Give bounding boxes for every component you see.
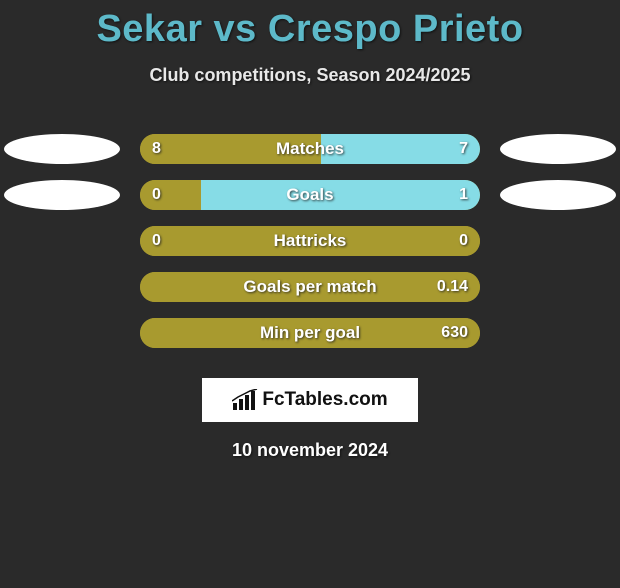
bar-track xyxy=(140,318,480,348)
bar-right-fill xyxy=(321,134,480,164)
player-oval-right xyxy=(500,180,616,210)
footer-logo: FcTables.com xyxy=(202,378,418,422)
bar-left-fill xyxy=(140,272,480,302)
player-oval-right xyxy=(500,134,616,164)
stat-row: Hattricks00 xyxy=(0,218,620,264)
stat-row: Goals per match0.14 xyxy=(0,264,620,310)
bar-track xyxy=(140,180,480,210)
bar-track xyxy=(140,134,480,164)
bar-track xyxy=(140,226,480,256)
stat-row: Goals01 xyxy=(0,172,620,218)
stat-row: Min per goal630 xyxy=(0,310,620,356)
bar-left-fill xyxy=(140,318,480,348)
date-text: 10 november 2024 xyxy=(0,440,620,461)
footer-brand-text: FcTables.com xyxy=(262,389,387,411)
stats-container: Matches87Goals01Hattricks00Goals per mat… xyxy=(0,126,620,356)
player-oval-left xyxy=(4,134,120,164)
stat-row: Matches87 xyxy=(0,126,620,172)
bar-track xyxy=(140,272,480,302)
bar-left-fill xyxy=(140,226,480,256)
page-title: Sekar vs Crespo Prieto xyxy=(0,8,620,51)
chart-icon xyxy=(232,389,258,411)
bar-left-fill xyxy=(140,134,321,164)
bar-left-fill xyxy=(140,180,201,210)
subtitle: Club competitions, Season 2024/2025 xyxy=(0,65,620,86)
bar-right-fill xyxy=(201,180,480,210)
player-oval-left xyxy=(4,180,120,210)
